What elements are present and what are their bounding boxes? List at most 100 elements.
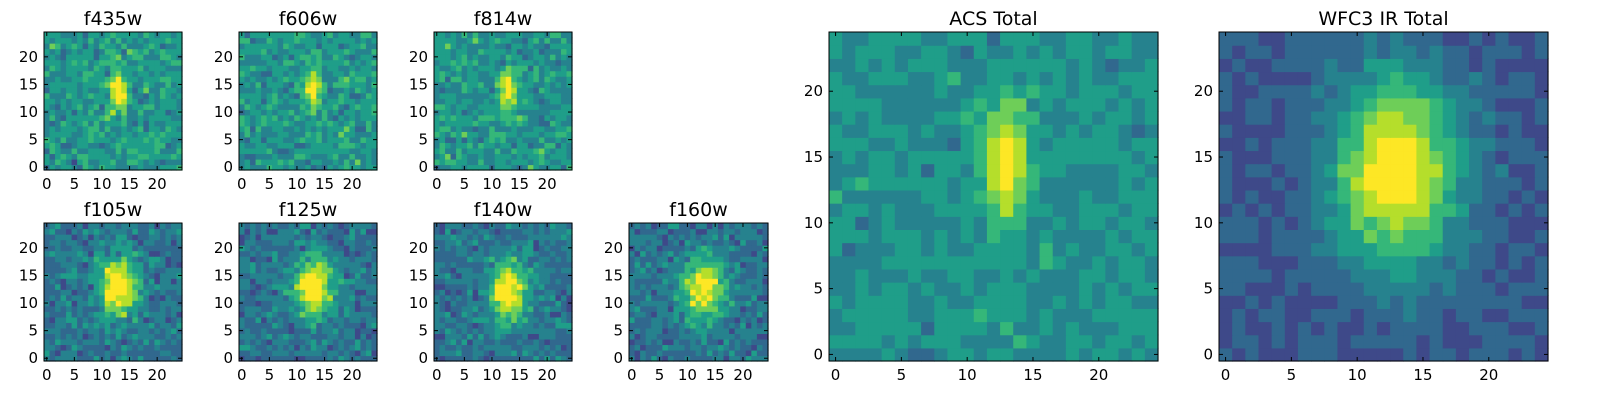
heatmap-cell <box>494 316 501 323</box>
heatmap-cell <box>104 234 111 241</box>
heatmap-cell <box>365 114 373 121</box>
heatmap-cell <box>662 250 669 257</box>
heatmap-cell <box>143 289 150 296</box>
heatmap-cell <box>55 355 62 362</box>
heatmap-cell <box>365 300 373 307</box>
heatmap-cell <box>266 76 273 83</box>
axes-frame <box>43 31 183 171</box>
heatmap-cell <box>110 333 117 340</box>
heatmap-cell <box>159 245 167 252</box>
heatmap-cell <box>751 239 758 246</box>
heatmap-cell <box>656 327 663 334</box>
heatmap-cell <box>634 228 641 235</box>
heatmap-cell <box>255 114 262 121</box>
heatmap-cell <box>483 43 490 50</box>
heatmap-cell <box>44 76 51 83</box>
heatmap-cell <box>159 65 167 72</box>
heatmap-cell <box>338 234 345 241</box>
heatmap-cell <box>494 294 501 301</box>
heatmap-cell <box>110 32 117 39</box>
heatmap-cell <box>934 255 949 270</box>
heatmap-cell <box>338 333 345 340</box>
heatmap-cell <box>549 114 557 121</box>
heatmap-cell <box>93 234 100 241</box>
heatmap-cell <box>544 109 551 116</box>
heatmap-cell <box>522 327 529 334</box>
heatmap-cell <box>354 234 362 241</box>
heatmap-cell <box>516 294 523 301</box>
heatmap-cell <box>1000 268 1014 283</box>
heatmap-cell <box>684 283 691 290</box>
heatmap-cell <box>82 87 89 94</box>
heatmap-cell <box>483 92 490 99</box>
heatmap-cell <box>1039 347 1054 362</box>
heatmap-cell <box>55 267 62 274</box>
heatmap-cell <box>283 32 290 39</box>
heatmap-cell <box>165 70 172 77</box>
heatmap-cell <box>566 43 573 50</box>
heatmap-cell <box>99 120 106 127</box>
heatmap-cell <box>60 355 67 362</box>
heatmap-cell <box>511 81 518 88</box>
heatmap-cell <box>148 267 155 274</box>
heatmap-cell <box>343 278 350 285</box>
heatmap-cell <box>327 278 334 285</box>
heatmap-cell <box>294 87 301 94</box>
heatmap-cell <box>137 223 144 230</box>
heatmap-cell <box>1118 176 1133 191</box>
x-tick-label: 10 <box>678 366 697 384</box>
heatmap-cell <box>734 228 741 235</box>
heatmap-cell <box>489 59 496 66</box>
heatmap-cell <box>60 153 67 160</box>
heatmap-cell <box>137 43 144 50</box>
heatmap-cell <box>673 283 680 290</box>
heatmap-cell <box>365 98 373 105</box>
heatmap-cell <box>77 164 84 171</box>
heatmap-cell <box>511 294 518 301</box>
heatmap-cell <box>338 261 345 268</box>
heatmap-cell <box>555 311 562 318</box>
heatmap-cell <box>250 228 257 235</box>
heatmap-cell <box>176 338 183 346</box>
heatmap-cell <box>921 216 935 230</box>
heatmap-cell <box>1105 282 1120 296</box>
heatmap-cell <box>170 153 178 160</box>
heatmap-cell <box>137 300 144 307</box>
heatmap-cell <box>511 76 518 83</box>
heatmap-cell <box>283 114 290 121</box>
heatmap-cell <box>148 311 155 318</box>
heatmap-cell <box>717 256 725 263</box>
heatmap-cell <box>461 81 468 88</box>
heatmap-cell <box>321 289 328 296</box>
heatmap-cell <box>126 250 133 257</box>
heatmap-cell <box>472 153 479 160</box>
heatmap-cell <box>277 278 284 285</box>
heatmap-cell <box>1026 268 1041 283</box>
heatmap-cell <box>288 267 295 274</box>
heatmap-cell <box>511 147 518 155</box>
heatmap-cell <box>679 327 686 334</box>
heatmap-cell <box>49 131 56 138</box>
heatmap-cell <box>159 147 167 155</box>
heatmap-cell <box>868 347 883 362</box>
heatmap-cell <box>461 316 468 323</box>
heatmap-cell <box>467 32 474 39</box>
heatmap-cell <box>316 164 323 171</box>
heatmap-cell <box>500 311 507 318</box>
heatmap-cell <box>261 327 268 334</box>
heatmap-cell <box>121 120 128 127</box>
heatmap-cell <box>49 59 56 66</box>
heatmap-cell <box>645 327 652 334</box>
heatmap-cell <box>137 267 144 274</box>
heatmap-cell <box>132 103 139 110</box>
heatmap-cell <box>115 59 122 66</box>
heatmap-cell <box>132 256 139 263</box>
heatmap-cell <box>881 189 896 204</box>
heatmap-cell <box>365 142 373 149</box>
heatmap-cell <box>439 245 446 252</box>
heatmap-cell <box>472 355 479 362</box>
heatmap-cell <box>104 278 111 285</box>
heatmap-cell <box>729 272 736 279</box>
heatmap-cell <box>110 98 117 105</box>
heatmap-cell <box>434 333 441 340</box>
